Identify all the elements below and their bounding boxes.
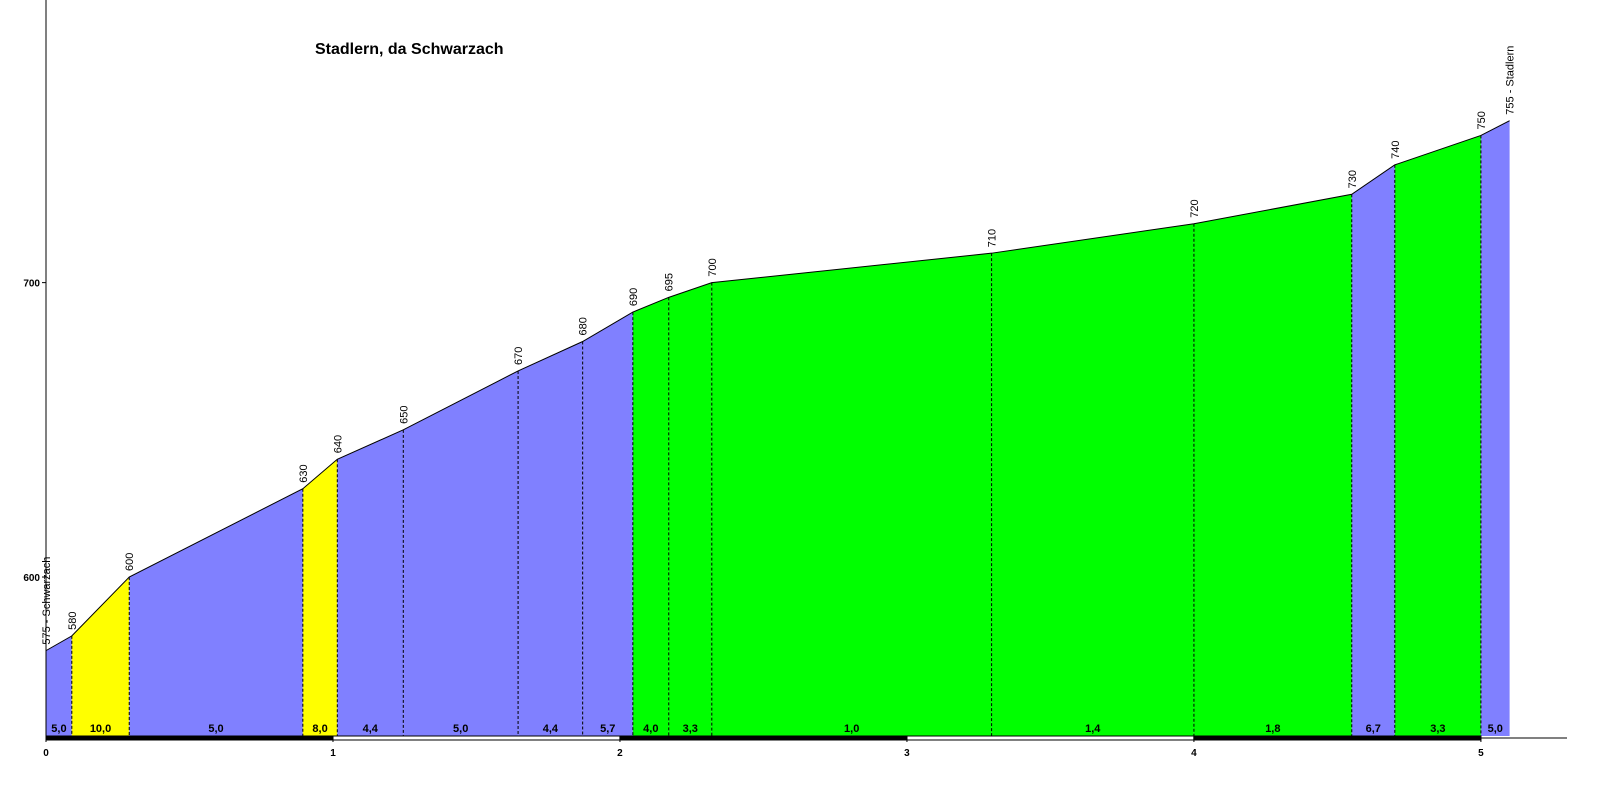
x-tick-label: 3 (904, 748, 910, 759)
segment-area (403, 370, 519, 736)
elevation-label: 575 - Schwarzach (41, 557, 53, 645)
x-tick-label: 2 (617, 748, 623, 759)
segment-area (518, 341, 583, 736)
segment-area (582, 312, 633, 736)
elevation-label: 690 (628, 288, 640, 306)
segment-area (71, 577, 130, 736)
elevation-label: 670 (513, 347, 525, 365)
elevation-label: 695 (664, 273, 676, 291)
scale-bar (45, 735, 334, 741)
elevation-label: 710 (987, 229, 999, 247)
segment-area (129, 488, 303, 736)
elevation-label: 720 (1189, 199, 1201, 217)
elevation-label: 730 (1347, 170, 1359, 188)
gradient-label: 3,3 (1430, 723, 1445, 735)
elevation-label: 740 (1390, 141, 1402, 159)
x-tick-label: 4 (1191, 748, 1197, 759)
scale-bar (906, 735, 1195, 741)
y-tick-label: 700 (23, 279, 40, 290)
chart-title: Stadlern, da Schwarzach (315, 41, 504, 58)
segment-area (991, 223, 1194, 736)
scale-bar (332, 735, 621, 741)
segment-area (1193, 194, 1352, 736)
scale-bar (1193, 735, 1482, 741)
x-tick-label: 0 (43, 748, 49, 759)
elevation-label: 700 (707, 258, 719, 276)
segment-area (1351, 164, 1395, 736)
segment-area (46, 635, 72, 736)
gradient-label: 5,0 (208, 723, 223, 735)
gradient-label: 1,0 (844, 723, 859, 735)
elevation-label: 580 (67, 612, 79, 630)
elevation-label: 755 - Stadlern (1505, 46, 1517, 115)
segment-area (632, 297, 669, 736)
segment-area (668, 282, 712, 736)
segment-area (711, 253, 992, 736)
gradient-label: 4,4 (363, 723, 379, 735)
elevation-label: 630 (298, 464, 310, 482)
profile-line (45, 120, 1510, 652)
gradient-label: 8,0 (312, 723, 327, 735)
gradient-label: 3,3 (683, 723, 698, 735)
elevation-label: 750 (1476, 111, 1488, 129)
gradient-label: 4,4 (543, 723, 559, 735)
segment-area (337, 429, 404, 736)
gradient-label: 5,0 (453, 723, 468, 735)
gradient-label: 5,0 (51, 723, 66, 735)
segment-area (1394, 135, 1481, 736)
elevation-label: 600 (124, 553, 136, 571)
segment-area (302, 459, 338, 736)
gradient-label: 1,8 (1265, 723, 1280, 735)
x-tick-label: 1 (330, 748, 336, 759)
gradient-label: 5,0 (1488, 723, 1503, 735)
x-tick-label: 5 (1478, 748, 1484, 759)
segment-area (1480, 120, 1510, 737)
gradient-label: 6,7 (1366, 723, 1381, 735)
elevation-label: 680 (578, 317, 590, 335)
gradient-label: 4,0 (643, 723, 658, 735)
elevation-label: 650 (398, 405, 410, 423)
elevation-label: 640 (332, 435, 344, 453)
scale-bar (619, 735, 908, 741)
gradient-label: 5,7 (600, 723, 615, 735)
y-tick-label: 600 (23, 573, 40, 584)
gradient-label: 1,4 (1085, 723, 1101, 735)
gradient-label: 10,0 (90, 723, 111, 735)
